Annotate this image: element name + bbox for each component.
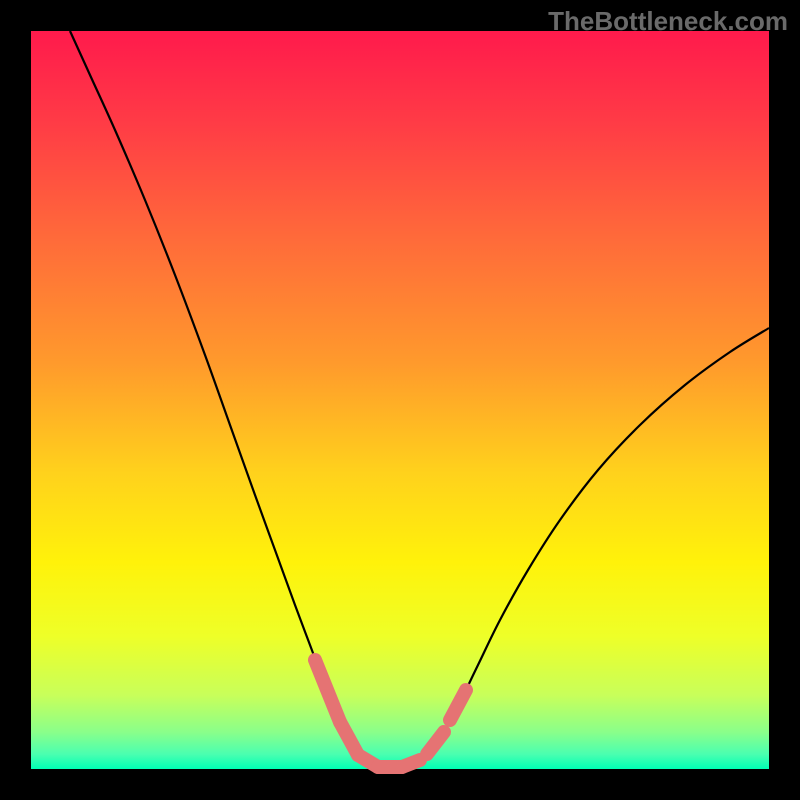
watermark-text: TheBottleneck.com	[548, 6, 788, 37]
highlight-segment	[402, 760, 420, 767]
plot-area	[31, 31, 769, 769]
bottleneck-chart	[0, 0, 800, 800]
